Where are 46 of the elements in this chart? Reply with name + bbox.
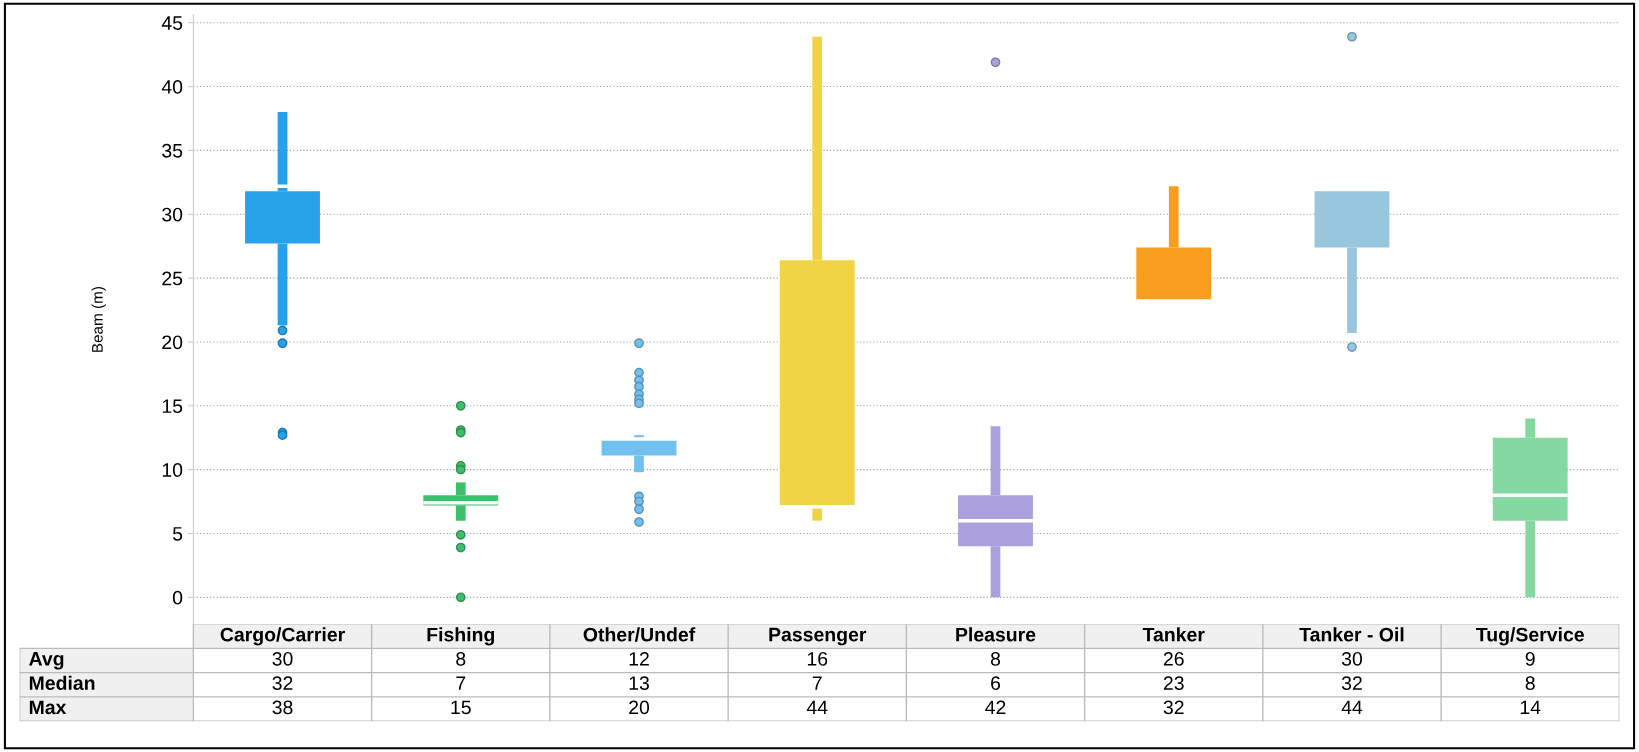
y-tick-label: 35 (162, 143, 183, 158)
text: 8 (456, 651, 466, 666)
text: 9 (1525, 651, 1535, 666)
x-tick-label: Pleasure (956, 627, 1036, 642)
y-tick-label: 15 (162, 399, 183, 414)
y-tick-label: 0 (172, 590, 183, 605)
text: 14 (1520, 700, 1541, 715)
y-axis-title: Beam (m) (91, 287, 106, 352)
text: 26 (1163, 651, 1184, 666)
text: 30 (272, 651, 293, 666)
text: 16 (807, 651, 828, 666)
text: 13 (629, 676, 649, 691)
text: 20 (629, 700, 650, 715)
text: 42 (985, 700, 1006, 715)
x-tick-label: Other/Undef (583, 627, 696, 642)
text: 23 (1163, 676, 1184, 691)
text: 12 (629, 651, 649, 666)
y-tick-label: 45 (161, 16, 183, 30)
x-tick-label: Tanker (1142, 627, 1205, 642)
text: 6 (991, 676, 1001, 691)
text: 8 (990, 651, 1001, 666)
text: 38 (272, 700, 293, 715)
text: 15 (451, 700, 471, 715)
y-tick-label: 30 (162, 207, 183, 222)
text: 32 (1163, 700, 1184, 715)
y-tick-label: 25 (162, 271, 183, 286)
x-tick-label: Tanker - Oil (1299, 627, 1404, 642)
text: 44 (806, 700, 828, 715)
text: 7 (456, 676, 466, 690)
x-tick-label: Cargo/Carrier (220, 627, 345, 646)
y-tick-label: 40 (161, 80, 183, 94)
text: 7 (812, 676, 822, 690)
text: 32 (272, 676, 293, 691)
text: Avg (29, 652, 64, 670)
text: 30 (1341, 651, 1363, 666)
text: Max (29, 700, 67, 715)
text: 8 (1525, 676, 1535, 691)
y-tick-label: 20 (162, 335, 183, 350)
text: 32 (1341, 676, 1362, 691)
y-tick-label: 10 (162, 463, 183, 477)
text: Median (29, 675, 95, 691)
x-tick-label: Passenger (769, 627, 867, 646)
text: 44 (1341, 700, 1363, 715)
x-tick-label: Fishing (427, 627, 495, 646)
x-tick-label: Tug/Service (1476, 627, 1584, 646)
y-tick-label: 5 (172, 527, 183, 541)
